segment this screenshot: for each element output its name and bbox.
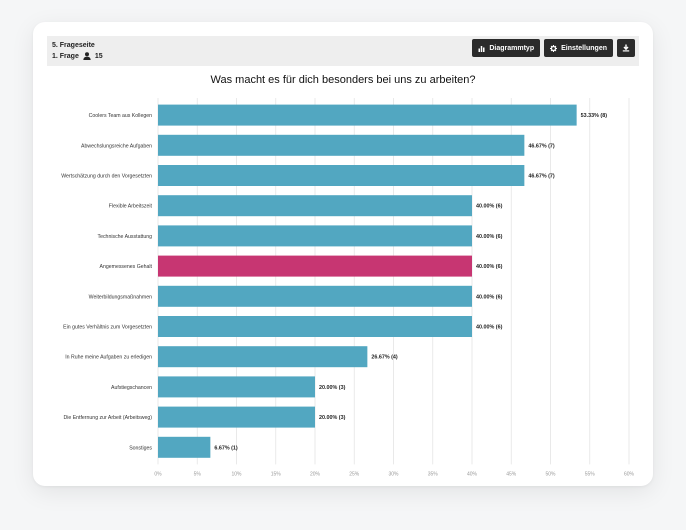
value-label: 20.00% (3) [319, 385, 346, 391]
category-label: Flexible Arbeitszeit [109, 204, 153, 210]
value-label: 53.33% (8) [581, 113, 608, 119]
bar [158, 165, 525, 186]
bar-chart-icon [478, 45, 485, 52]
x-tick-label: 0% [154, 471, 162, 477]
value-label: 46.67% (7) [528, 174, 555, 180]
category-label: Die Entfernung zur Arbeit (Arbeitsweg) [63, 415, 152, 421]
value-label: 20.00% (3) [319, 415, 346, 421]
settings-label: Einstellungen [561, 44, 607, 52]
category-label: Wertschätzung durch den Vorgesetzten [61, 174, 152, 180]
value-label: 26.67% (4) [371, 355, 398, 361]
x-tick-label: 25% [349, 471, 360, 477]
chart-type-button[interactable]: Diagrammtyp [472, 39, 541, 57]
x-tick-label: 10% [231, 471, 242, 477]
bar [158, 406, 315, 428]
bar [158, 346, 368, 368]
category-label: Abwechslungsreiche Aufgaben [81, 143, 152, 149]
x-tick-label: 30% [388, 471, 399, 477]
value-label: 46.67% (7) [528, 143, 555, 149]
value-label: 40.00% (6) [476, 294, 503, 300]
category-label: Coolers Team aus Kollegen [89, 113, 152, 119]
user-icon [83, 52, 91, 60]
question-label: 1. Frage [52, 52, 79, 60]
question-meta: 1. Frage 15 [52, 52, 103, 60]
bar [158, 285, 472, 307]
bar [158, 436, 211, 458]
value-label: 40.00% (6) [476, 234, 503, 240]
category-label: Weiterbildungsmaßnahmen [89, 294, 152, 300]
bar [158, 225, 472, 247]
bar [158, 104, 577, 126]
chart-card: 5. Frageseite 1. Frage 15 Diagrammtyp Ei… [33, 22, 653, 486]
x-tick-label: 55% [585, 471, 596, 477]
chart-toolbar: 5. Frageseite 1. Frage 15 Diagrammtyp Ei… [47, 36, 639, 66]
bar-chart: 0% 5% 10% 15% 20% 25% 30% 35% 40% 45% 50% 55% 60% Coo… [61, 98, 635, 477]
value-label: 40.00% (6) [476, 204, 503, 210]
category-label: In Ruhe meine Aufgaben zu erledigen [65, 355, 152, 361]
value-label: 40.00% (6) [476, 325, 503, 331]
download-button[interactable] [617, 39, 635, 57]
x-tick-label: 40% [467, 471, 478, 477]
bar [158, 195, 472, 217]
x-tick-label: 20% [310, 471, 321, 477]
chart-title: Was macht es für dich besonders bei uns … [210, 74, 476, 86]
value-label: 6.67% (1) [214, 445, 238, 451]
value-label: 40.00% (6) [476, 264, 503, 270]
bar [158, 376, 315, 398]
x-tick-label: 35% [428, 471, 439, 477]
category-label: Sonstiges [129, 445, 152, 451]
bar [158, 134, 525, 156]
x-tick-label: 45% [506, 471, 517, 477]
bar [158, 316, 472, 337]
page-label: 5. Frageseite [52, 42, 95, 49]
download-icon [622, 44, 630, 52]
x-tick-label: 5% [194, 471, 202, 477]
category-label: Ein gutes Verhältnis zum Vorgesetzten [63, 325, 152, 331]
bar [158, 255, 472, 277]
settings-button[interactable]: Einstellungen [544, 39, 613, 57]
gear-icon [550, 44, 558, 52]
category-label: Technische Ausstattung [97, 234, 152, 240]
x-tick-label: 15% [271, 471, 282, 477]
respondent-count: 15 [94, 52, 103, 60]
x-tick-label: 50% [545, 471, 556, 477]
x-tick-label: 60% [624, 471, 635, 477]
category-label: Angemessenes Gehalt [100, 264, 153, 270]
category-label: Aufstiegschancen [111, 385, 152, 391]
chart-type-label: Diagrammtyp [489, 44, 535, 52]
